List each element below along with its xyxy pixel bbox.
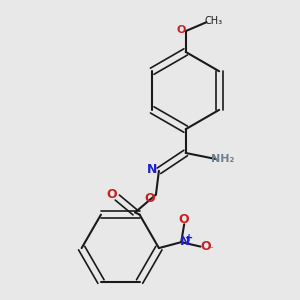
Text: O: O [145, 192, 155, 205]
Text: NH₂: NH₂ [211, 154, 235, 164]
Text: ⁻: ⁻ [207, 245, 213, 255]
Text: N: N [180, 235, 190, 248]
Text: O: O [201, 240, 211, 253]
Text: N: N [147, 163, 158, 176]
Text: O: O [106, 188, 117, 201]
Text: CH₃: CH₃ [205, 16, 223, 26]
Text: O: O [176, 25, 186, 34]
Text: O: O [179, 213, 190, 226]
Text: +: + [184, 233, 193, 243]
